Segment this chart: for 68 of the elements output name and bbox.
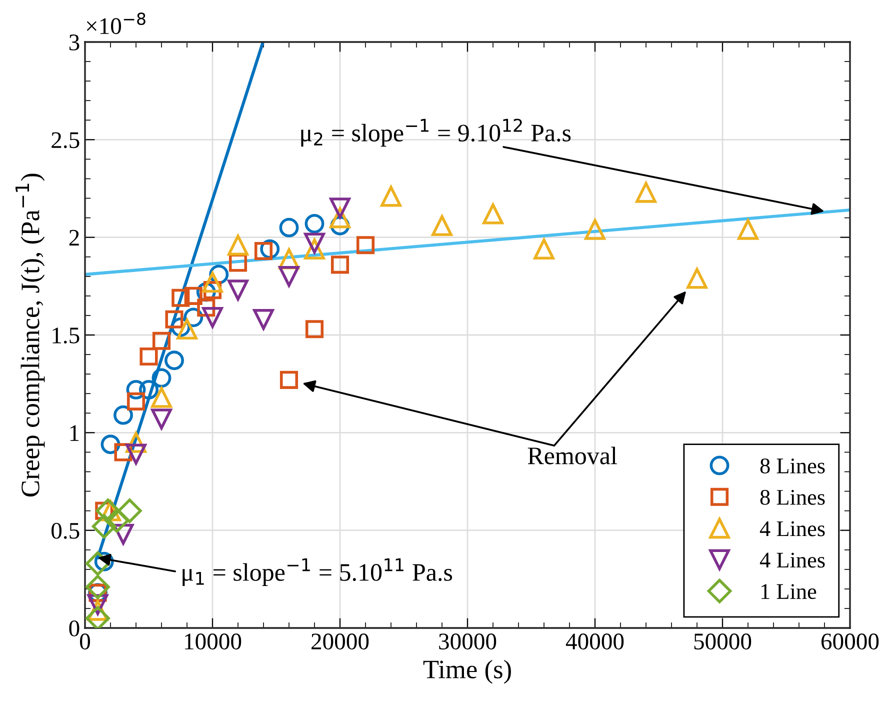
point [636,182,656,203]
x-tick-label: 0 [80,634,90,650]
point [202,272,223,293]
point [151,387,172,408]
point [165,310,184,328]
point [278,266,300,287]
legend-label: 4 Lines [760,521,825,536]
point [305,320,324,338]
point [482,203,504,224]
y-axis-title: Creep compliance, J(t), (Pa$^{−1}$) [16,174,45,496]
point [151,408,172,430]
point [330,256,350,274]
point [380,186,402,207]
point [126,444,146,465]
point [228,280,248,300]
point [126,392,146,410]
point [92,514,116,539]
point [304,232,325,254]
point [304,214,324,234]
point [164,350,184,370]
y-tick-label: 1.5 [52,328,80,344]
point [738,219,758,240]
point [176,318,198,340]
x-tick-label: 60000 [822,634,879,650]
x-tick-label: 10000 [185,634,242,650]
legend-label: 1 Line [761,584,816,600]
point [172,288,190,307]
point [104,508,130,533]
y-tick-label: 3 [69,34,80,50]
annotation: μ$_{1}$ = slope$^{−1}$ = 5.10$^{11}$ Pa.s [182,558,452,586]
point [432,215,452,236]
y-tick-label: 2 [69,230,79,246]
point [279,218,299,238]
point [686,268,708,289]
point [253,308,274,330]
x-tick-label: 20000 [312,634,369,650]
point [184,286,202,305]
point [86,606,110,628]
point [86,551,110,576]
y-tick-label: 2.5 [52,132,80,148]
x-tick-label: 40000 [566,634,624,650]
y-tick-label: 0.5 [52,522,80,539]
annotation: μ$_{2}$ = slope$^{−1}$ = 9.10$^{12}$ Pa.s [301,118,571,147]
legend-label: 8 Lines [760,490,825,505]
point [254,242,273,260]
point [228,234,248,256]
legend-label: 8 Lines [760,458,825,474]
point [86,574,110,600]
point [584,219,606,240]
x-axis-title: Time (s) [423,660,511,684]
point [330,198,350,218]
point [117,498,142,523]
text: ×10$^{−8}$ [86,12,146,34]
annotation: Removal [528,446,617,464]
point [140,347,158,366]
point [152,332,171,350]
point [114,405,133,425]
point [534,238,554,260]
point [202,307,223,328]
legend-label: 4 Lines [760,552,825,568]
point [197,298,216,317]
point [280,370,298,389]
point [356,236,375,254]
x-tick-label: 30000 [439,634,496,650]
y-tick-label: 1 [70,425,79,441]
y-tick-label: 0 [69,620,80,636]
x-tick-label: 50000 [694,634,752,650]
point [152,368,172,388]
